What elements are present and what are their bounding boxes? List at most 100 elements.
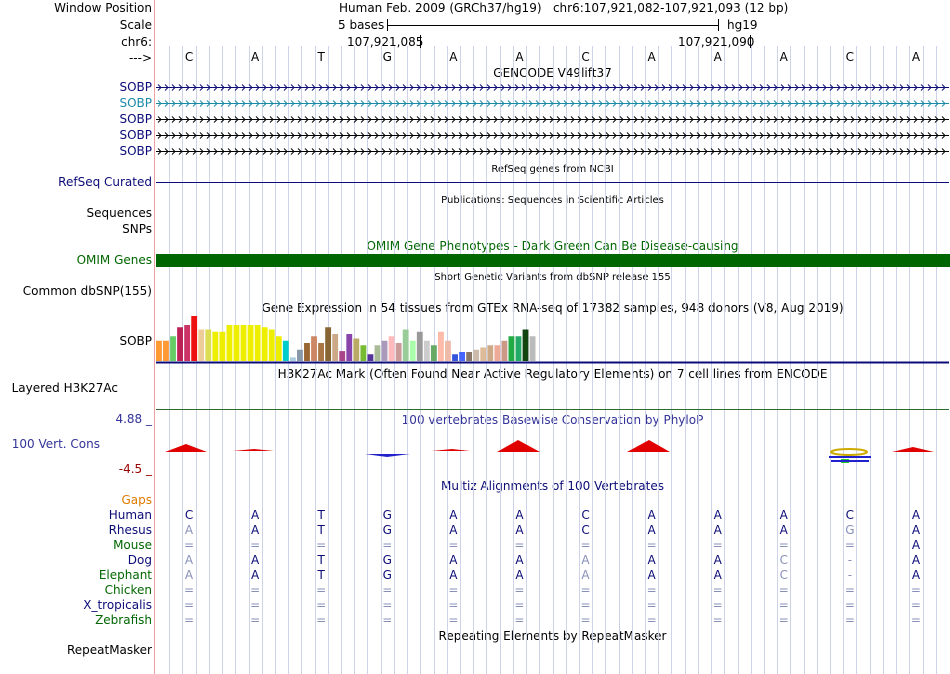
gtex-tissue-bar[interactable] (275, 336, 282, 361)
gtex-tissue-bar[interactable] (247, 325, 254, 361)
gencode-label-4[interactable]: SOBP (119, 128, 152, 142)
gtex-tissue-bar[interactable] (282, 340, 289, 361)
gtex-tissue-bar[interactable] (360, 345, 367, 361)
gtex-tissue-bar[interactable] (409, 340, 416, 361)
species-label-elephant[interactable]: Elephant (98, 568, 152, 582)
gtex-tissue-bar[interactable] (184, 325, 191, 361)
gencode-label-3[interactable]: SOBP (119, 112, 152, 126)
gtex-tissue-bar[interactable] (177, 327, 183, 361)
gtex-tissue-bar[interactable] (501, 340, 508, 361)
gtex-tissue-bar[interactable] (367, 354, 374, 361)
h3k27ac-label[interactable]: Layered H3K27Ac (11, 381, 118, 395)
gtex-tissue-bar[interactable] (473, 349, 480, 361)
gencode-track-title[interactable]: GENCODE V49lift37 (493, 66, 612, 80)
gtex-tissue-bar[interactable] (353, 338, 360, 362)
gtex-tissue-bar[interactable] (487, 345, 494, 361)
refseq-label[interactable]: RefSeq Curated (58, 175, 152, 189)
gtex-tissue-bar[interactable] (163, 340, 169, 361)
phylop-label[interactable]: 100 Vert. Cons (11, 437, 100, 451)
gtex-tissue-bar[interactable] (318, 343, 324, 361)
gtex-tissue-bar[interactable] (388, 336, 395, 361)
gtex-tissue-bar[interactable] (268, 329, 275, 362)
species-label-human[interactable]: Human (108, 508, 152, 522)
gtex-tissue-bar[interactable] (480, 347, 487, 362)
species-label-x_tropicalis[interactable]: X_tropicalis (83, 598, 152, 612)
gtex-tissue-bar[interactable] (374, 345, 381, 361)
publications-track-title[interactable]: Publications: Sequences in Scientific Ar… (441, 195, 664, 206)
gtex-tissue-bar[interactable] (240, 325, 247, 361)
gtex-tissue-bar[interactable] (402, 329, 409, 362)
species-label-zebrafish[interactable]: Zebrafish (95, 613, 152, 627)
gtex-tissue-bar[interactable] (494, 345, 501, 361)
h3k27ac-track-title[interactable]: H3K27Ac Mark (Often Found Near Active Re… (277, 367, 828, 381)
gtex-label[interactable]: SOBP (119, 334, 152, 348)
alignment-base: = (581, 583, 591, 597)
gencode-transcript[interactable] (156, 84, 949, 91)
gtex-tissue-bar[interactable] (529, 336, 536, 361)
alignment-base: = (448, 583, 458, 597)
multiz-track-title[interactable]: Multiz Alignments of 100 Vertebrates (440, 479, 665, 493)
gtex-tissue-bar[interactable] (325, 327, 332, 361)
gtex-tissue-bar[interactable] (212, 331, 219, 361)
repeatmasker-track-title[interactable]: Repeating Elements by RepeatMasker (438, 629, 667, 643)
gtex-tissue-bar[interactable] (438, 331, 444, 361)
gtex-tissue-bar[interactable] (191, 316, 198, 361)
gtex-tissue-bar[interactable] (311, 336, 317, 361)
gencode-label-2[interactable]: SOBP (119, 96, 152, 110)
gtex-tissue-bar[interactable] (423, 340, 430, 361)
gtex-tissue-bar[interactable] (452, 354, 458, 361)
gtex-tissue-bar[interactable] (289, 357, 296, 361)
gtex-tissue-bar[interactable] (226, 325, 233, 361)
omim-label[interactable]: OMIM Genes (76, 253, 152, 267)
gtex-tissue-bar[interactable] (254, 325, 261, 361)
phylop-track-title[interactable]: 100 vertebrates Basewise Conservation by… (401, 413, 704, 427)
dbsnp-track-title[interactable]: Short Genetic Variants from dbSNP releas… (434, 272, 671, 283)
gtex-tissue-bar[interactable] (508, 336, 515, 361)
gtex-tissue-bar[interactable] (156, 340, 162, 361)
dbsnp-label[interactable]: Common dbSNP(155) (22, 284, 152, 298)
gtex-tissue-bar[interactable] (459, 352, 465, 361)
phylop-signal[interactable] (165, 440, 934, 463)
gtex-tissue-bar[interactable] (233, 325, 240, 361)
gtex-tissue-bar[interactable] (381, 340, 388, 361)
gencode-transcript[interactable] (156, 148, 949, 155)
gencode-label-1[interactable]: SOBP (119, 80, 152, 94)
gencode-transcript[interactable] (156, 132, 949, 139)
refseq-track-title[interactable]: RefSeq genes from NCBI (491, 164, 614, 175)
omim-gene-bar[interactable] (156, 254, 950, 267)
gtex-tissue-bar[interactable] (466, 352, 473, 361)
gencode-transcript[interactable] (156, 100, 949, 107)
publications-snps-label[interactable]: SNPs (122, 222, 152, 236)
gtex-tissue-bar[interactable] (515, 336, 522, 361)
gtex-tissue-bar[interactable] (395, 343, 402, 361)
gencode-label-5[interactable]: SOBP (119, 144, 152, 158)
alignment-base: = (514, 613, 524, 627)
gtex-tissue-bar[interactable] (170, 336, 176, 361)
gtex-tissue-bar[interactable] (261, 327, 268, 361)
alignment-base: A (515, 508, 524, 522)
gtex-tissue-bar[interactable] (332, 334, 339, 361)
gtex-tissue-bar[interactable] (219, 331, 226, 361)
gencode-transcript[interactable] (156, 116, 949, 123)
species-label-chicken[interactable]: Chicken (104, 583, 152, 597)
phylop-peak-4 (497, 440, 540, 452)
gtex-tissue-bar[interactable] (205, 329, 212, 362)
gtex-tissue-bar[interactable] (445, 340, 451, 361)
species-label-mouse[interactable]: Mouse (113, 538, 152, 552)
alignment-base: - (848, 568, 852, 582)
gtex-tissue-bar[interactable] (297, 349, 303, 361)
species-label-dog[interactable]: Dog (127, 553, 152, 567)
strand-arrow-label[interactable]: ---> (128, 51, 152, 65)
gtex-tissue-bar[interactable] (346, 334, 353, 361)
publications-sequences-label[interactable]: Sequences (86, 206, 152, 220)
repeatmasker-label[interactable]: RepeatMasker (66, 643, 152, 657)
gtex-tissue-bar[interactable] (430, 345, 437, 361)
gtex-tissue-bar[interactable] (339, 351, 346, 361)
gtex-tissue-bar[interactable] (522, 329, 529, 362)
gtex-tissue-bar[interactable] (416, 331, 423, 361)
gaps-label[interactable]: Gaps (121, 493, 152, 507)
gtex-tissue-bar[interactable] (198, 329, 205, 362)
species-label-rhesus[interactable]: Rhesus (108, 523, 152, 537)
gtex-tissue-bar[interactable] (304, 343, 310, 361)
